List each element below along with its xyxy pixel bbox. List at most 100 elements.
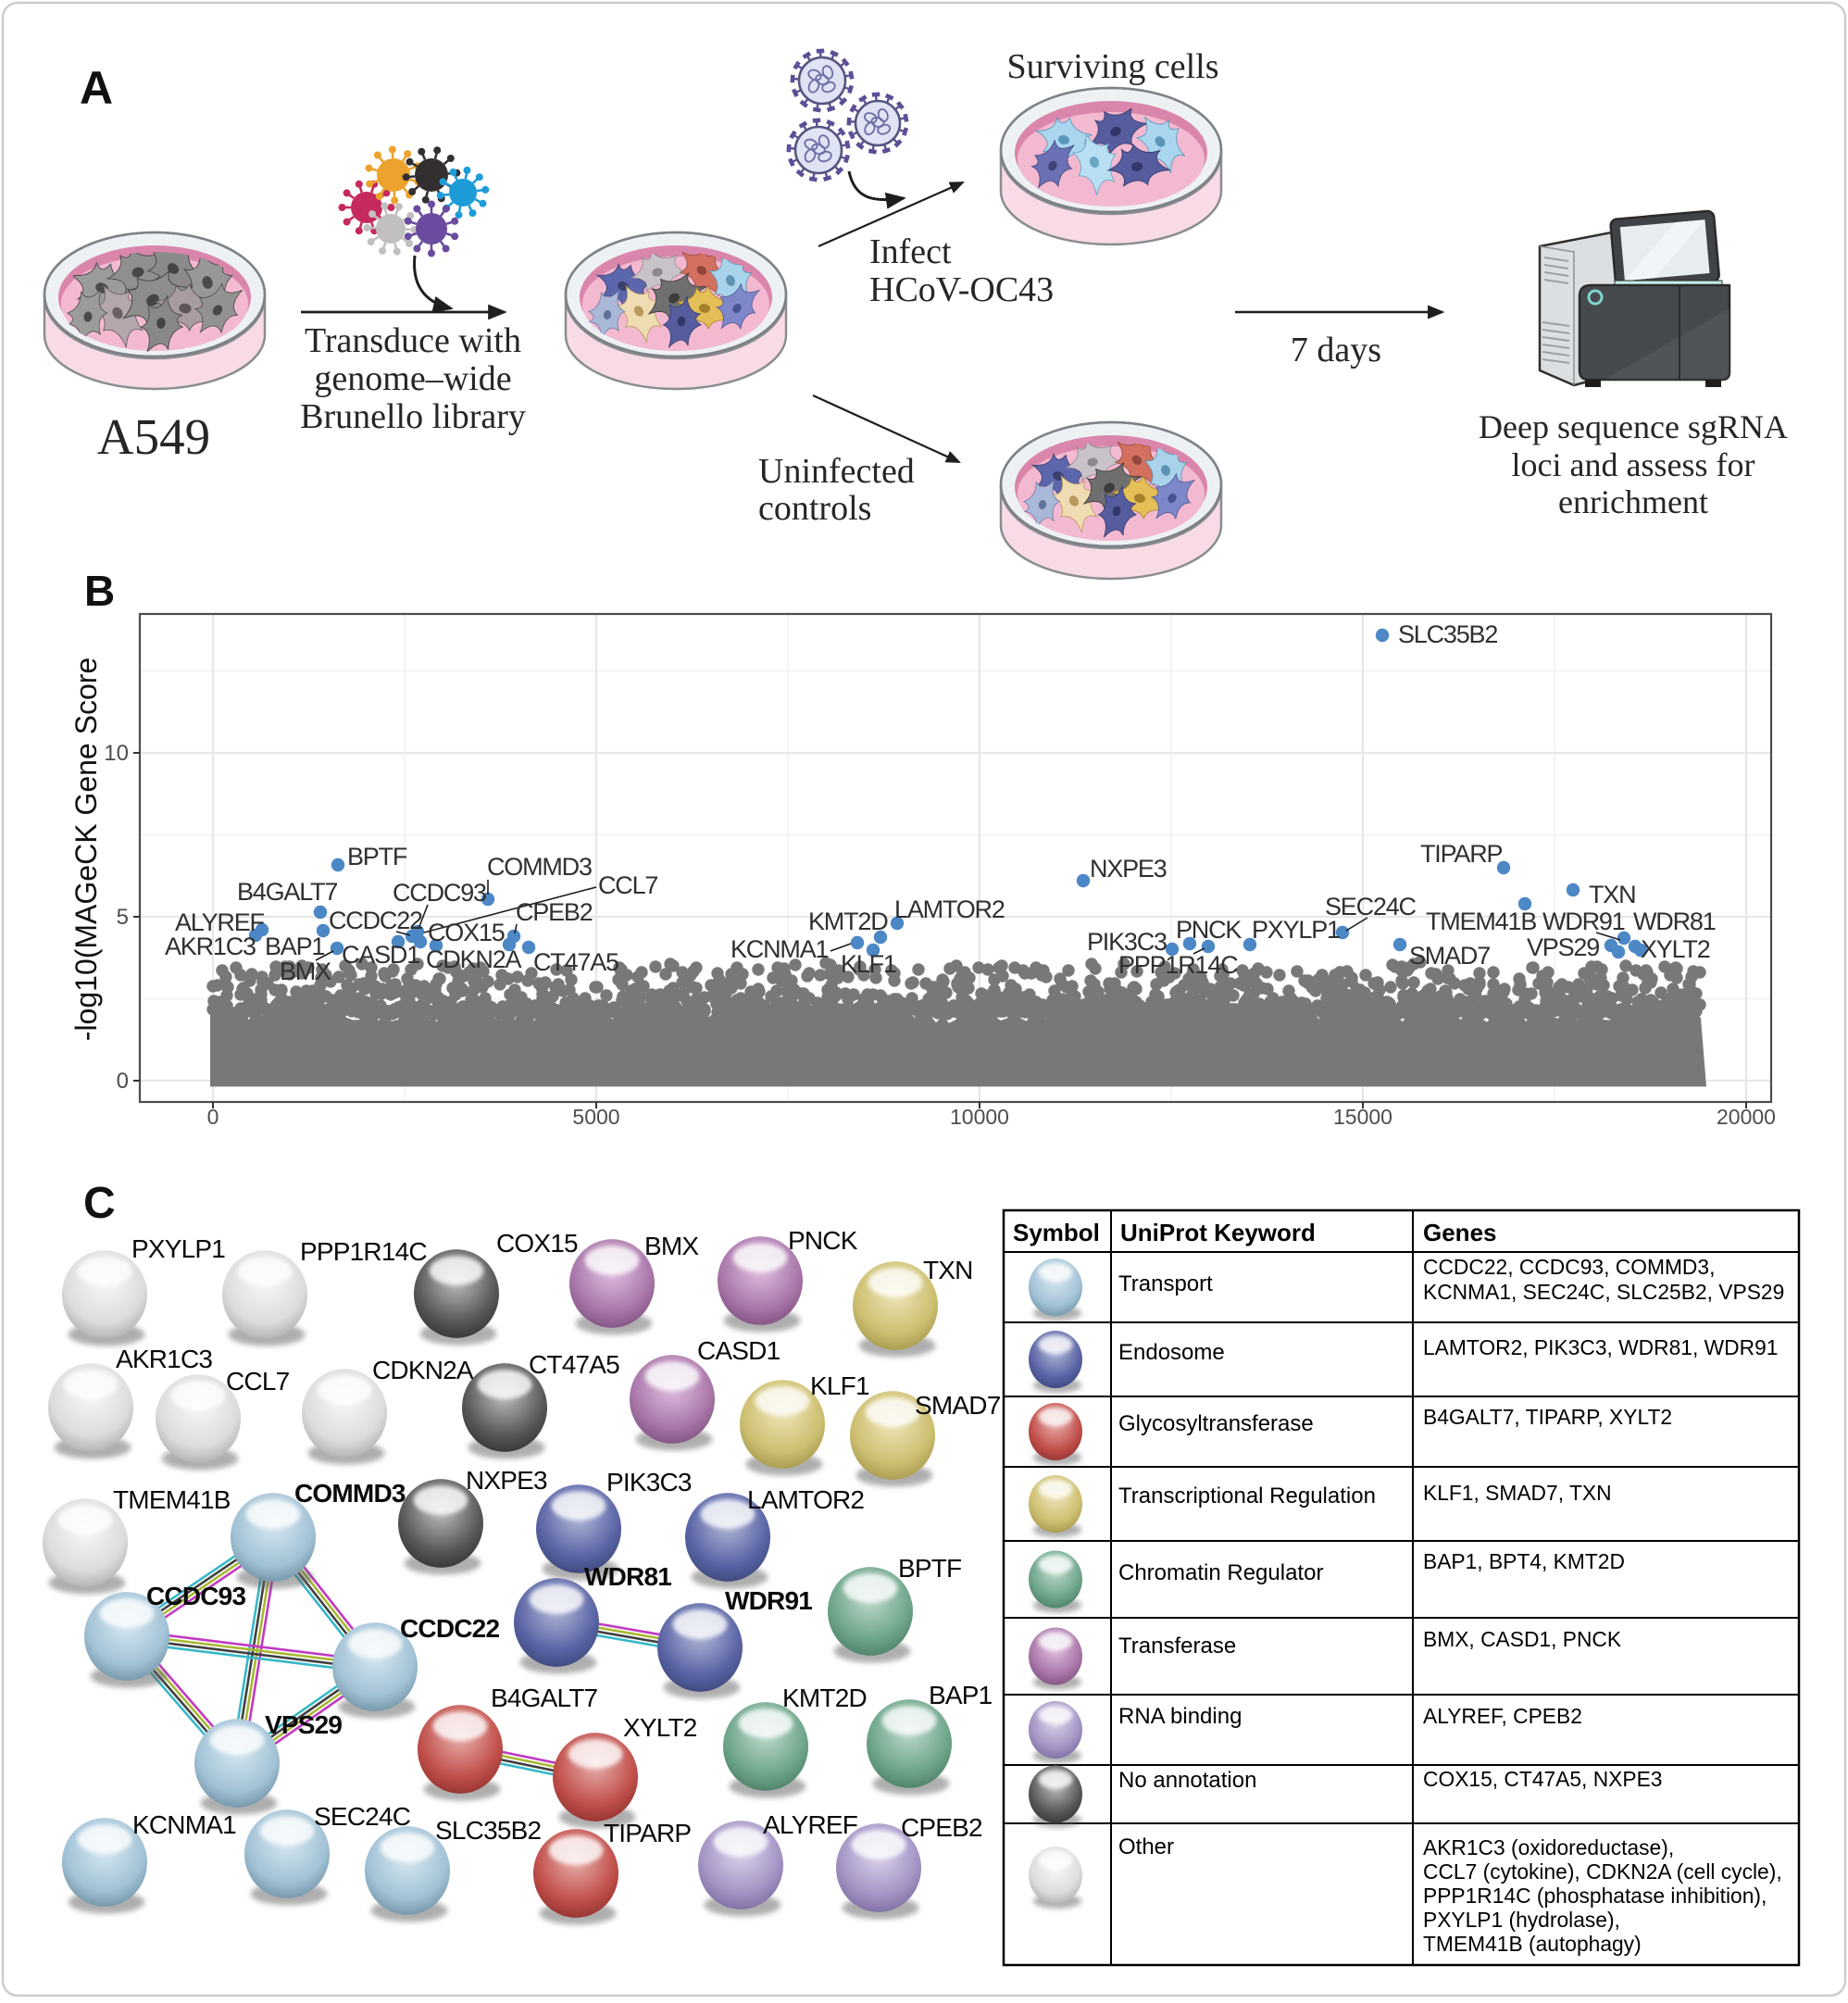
svg-text:KLF1: KLF1 bbox=[841, 950, 896, 978]
svg-text:TMEM41B (autophagy): TMEM41B (autophagy) bbox=[1423, 1932, 1642, 1956]
svg-text:KCNMA1, SEC24C, SLC25B2, VPS29: KCNMA1, SEC24C, SLC25B2, VPS29 bbox=[1423, 1280, 1784, 1304]
svg-text:B4GALT7: B4GALT7 bbox=[237, 878, 337, 906]
svg-text:ALYREF, CPEB2: ALYREF, CPEB2 bbox=[1423, 1704, 1582, 1728]
svg-text:10: 10 bbox=[104, 741, 129, 766]
svg-text:-log10(MAGeCK Gene Score: -log10(MAGeCK Gene Score bbox=[69, 657, 103, 1041]
svg-text:Transduce with: Transduce with bbox=[305, 321, 521, 360]
svg-text:CT47A5: CT47A5 bbox=[529, 1350, 619, 1379]
svg-text:AKR1C3: AKR1C3 bbox=[116, 1345, 212, 1373]
svg-text:LAMTOR2, PIK3C3, WDR81, WDR91: LAMTOR2, PIK3C3, WDR81, WDR91 bbox=[1423, 1335, 1778, 1359]
svg-text:XYLT2: XYLT2 bbox=[1641, 935, 1710, 963]
svg-text:NXPE3: NXPE3 bbox=[466, 1466, 547, 1495]
svg-text:Brunello library: Brunello library bbox=[300, 397, 526, 436]
svg-text:COX15: COX15 bbox=[496, 1229, 578, 1258]
svg-text:CCDC93: CCDC93 bbox=[393, 879, 486, 907]
svg-text:No annotation: No annotation bbox=[1118, 1768, 1256, 1793]
svg-text:10000: 10000 bbox=[950, 1105, 1009, 1129]
svg-text:Deep sequence sgRNA: Deep sequence sgRNA bbox=[1479, 408, 1788, 445]
svg-text:20000: 20000 bbox=[1717, 1105, 1776, 1129]
svg-text:VPS29: VPS29 bbox=[265, 1710, 342, 1739]
svg-text:PXYLP1 (hydrolase),: PXYLP1 (hydrolase), bbox=[1423, 1908, 1620, 1932]
svg-text:B4GALT7: B4GALT7 bbox=[491, 1684, 598, 1712]
svg-text:enrichment: enrichment bbox=[1558, 483, 1708, 520]
svg-text:5: 5 bbox=[117, 905, 129, 930]
svg-text:TXN: TXN bbox=[1589, 881, 1635, 908]
svg-text:PNCK: PNCK bbox=[1176, 916, 1242, 944]
svg-text:TIPARP: TIPARP bbox=[1420, 840, 1503, 868]
svg-text:CPEB2: CPEB2 bbox=[516, 898, 593, 926]
svg-text:SMAD7: SMAD7 bbox=[1409, 942, 1490, 970]
svg-text:TMEM41B: TMEM41B bbox=[113, 1485, 231, 1514]
svg-text:BMX: BMX bbox=[280, 958, 331, 985]
svg-text:KLF1, SMAD7, TXN: KLF1, SMAD7, TXN bbox=[1423, 1481, 1612, 1505]
svg-text:SLC35B2: SLC35B2 bbox=[1398, 620, 1497, 648]
svg-text:PPP1R14C: PPP1R14C bbox=[300, 1237, 427, 1266]
svg-text:TIPARP: TIPARP bbox=[604, 1819, 691, 1847]
svg-text:0: 0 bbox=[207, 1105, 219, 1129]
svg-text:CT47A5: CT47A5 bbox=[533, 948, 618, 976]
svg-text:A: A bbox=[80, 62, 113, 114]
svg-text:CCDC22: CCDC22 bbox=[400, 1614, 499, 1643]
svg-text:Chromatin Regulator: Chromatin Regulator bbox=[1118, 1560, 1323, 1585]
svg-text:COX15: COX15 bbox=[428, 919, 505, 946]
svg-text:KMT2D: KMT2D bbox=[782, 1684, 867, 1712]
svg-text:BAP1, BPT4, KMT2D: BAP1, BPT4, KMT2D bbox=[1423, 1549, 1625, 1573]
svg-text:Transcriptional Regulation: Transcriptional Regulation bbox=[1118, 1483, 1376, 1509]
svg-text:HCoV-OC43: HCoV-OC43 bbox=[869, 270, 1054, 309]
svg-text:COX15, CT47A5, NXPE3: COX15, CT47A5, NXPE3 bbox=[1423, 1767, 1662, 1791]
svg-text:COMMD3: COMMD3 bbox=[294, 1479, 406, 1508]
svg-text:CDKN2A: CDKN2A bbox=[426, 945, 522, 973]
svg-text:genome–wide: genome–wide bbox=[314, 359, 511, 398]
svg-text:Genes: Genes bbox=[1423, 1219, 1497, 1246]
svg-text:BMX, CASD1, PNCK: BMX, CASD1, PNCK bbox=[1423, 1627, 1621, 1651]
svg-text:WDR81: WDR81 bbox=[1633, 908, 1716, 935]
svg-text:PIK3C3: PIK3C3 bbox=[606, 1468, 692, 1496]
svg-text:A549: A549 bbox=[97, 408, 210, 465]
svg-text:CCL7: CCL7 bbox=[226, 1367, 290, 1396]
svg-text:KMT2D: KMT2D bbox=[808, 908, 888, 935]
svg-text:Infect: Infect bbox=[869, 232, 952, 271]
svg-text:SEC24C: SEC24C bbox=[314, 1802, 411, 1831]
svg-text:CASD1: CASD1 bbox=[697, 1336, 780, 1365]
svg-text:PXYLP1: PXYLP1 bbox=[131, 1234, 225, 1263]
svg-text:XYLT2: XYLT2 bbox=[623, 1713, 697, 1742]
svg-text:KCNMA1: KCNMA1 bbox=[730, 935, 829, 963]
svg-text:Surviving cells: Surviving cells bbox=[1006, 47, 1218, 86]
svg-text:BPTF: BPTF bbox=[347, 843, 407, 870]
svg-text:5000: 5000 bbox=[572, 1105, 619, 1129]
svg-text:AKR1C3 (oxidoreductase),: AKR1C3 (oxidoreductase), bbox=[1423, 1835, 1674, 1859]
svg-text:Symbol: Symbol bbox=[1013, 1219, 1100, 1246]
svg-text:TMEM41B: TMEM41B bbox=[1426, 908, 1536, 935]
svg-text:CCDC93: CCDC93 bbox=[146, 1582, 245, 1610]
svg-text:AKR1C3: AKR1C3 bbox=[165, 933, 256, 960]
svg-text:7 days: 7 days bbox=[1291, 331, 1381, 369]
svg-text:LAMTOR2: LAMTOR2 bbox=[747, 1485, 864, 1514]
svg-text:CPEB2: CPEB2 bbox=[901, 1813, 982, 1842]
svg-text:RNA binding: RNA binding bbox=[1118, 1704, 1242, 1729]
svg-text:C: C bbox=[83, 1179, 116, 1228]
svg-text:CCDC22: CCDC22 bbox=[329, 907, 422, 934]
svg-text:CCL7: CCL7 bbox=[598, 871, 657, 899]
svg-text:Endosome: Endosome bbox=[1118, 1340, 1225, 1365]
svg-text:B4GALT7, TIPARP, XYLT2: B4GALT7, TIPARP, XYLT2 bbox=[1423, 1405, 1672, 1429]
svg-text:loci and assess for: loci and assess for bbox=[1512, 446, 1755, 483]
svg-text:ALYREF: ALYREF bbox=[763, 1810, 857, 1839]
svg-text:Other: Other bbox=[1118, 1834, 1174, 1859]
svg-text:TXN: TXN bbox=[923, 1256, 973, 1284]
svg-text:Glycosyltransferase: Glycosyltransferase bbox=[1118, 1411, 1314, 1436]
svg-text:CASD1: CASD1 bbox=[342, 941, 419, 969]
svg-text:B: B bbox=[84, 567, 115, 615]
svg-text:CCDC22, CCDC93, COMMD3,: CCDC22, CCDC93, COMMD3, bbox=[1423, 1255, 1715, 1279]
svg-text:Uninfected: Uninfected bbox=[758, 452, 915, 491]
svg-text:PNCK: PNCK bbox=[788, 1226, 858, 1255]
svg-text:LAMTOR2: LAMTOR2 bbox=[894, 895, 1005, 923]
svg-text:KLF1: KLF1 bbox=[810, 1371, 869, 1400]
svg-text:SEC24C: SEC24C bbox=[1325, 893, 1417, 920]
svg-text:Transport: Transport bbox=[1118, 1271, 1213, 1296]
svg-text:Transferase: Transferase bbox=[1118, 1634, 1236, 1659]
svg-text:UniProt Keyword: UniProt Keyword bbox=[1120, 1219, 1316, 1246]
svg-text:PPP1R14C: PPP1R14C bbox=[1118, 951, 1238, 979]
svg-text:CCL7 (cytokine), CDKN2A (cell: CCL7 (cytokine), CDKN2A (cell cycle), bbox=[1423, 1859, 1782, 1884]
svg-text:CDKN2A: CDKN2A bbox=[372, 1356, 474, 1384]
svg-text:BAP1: BAP1 bbox=[265, 933, 324, 960]
